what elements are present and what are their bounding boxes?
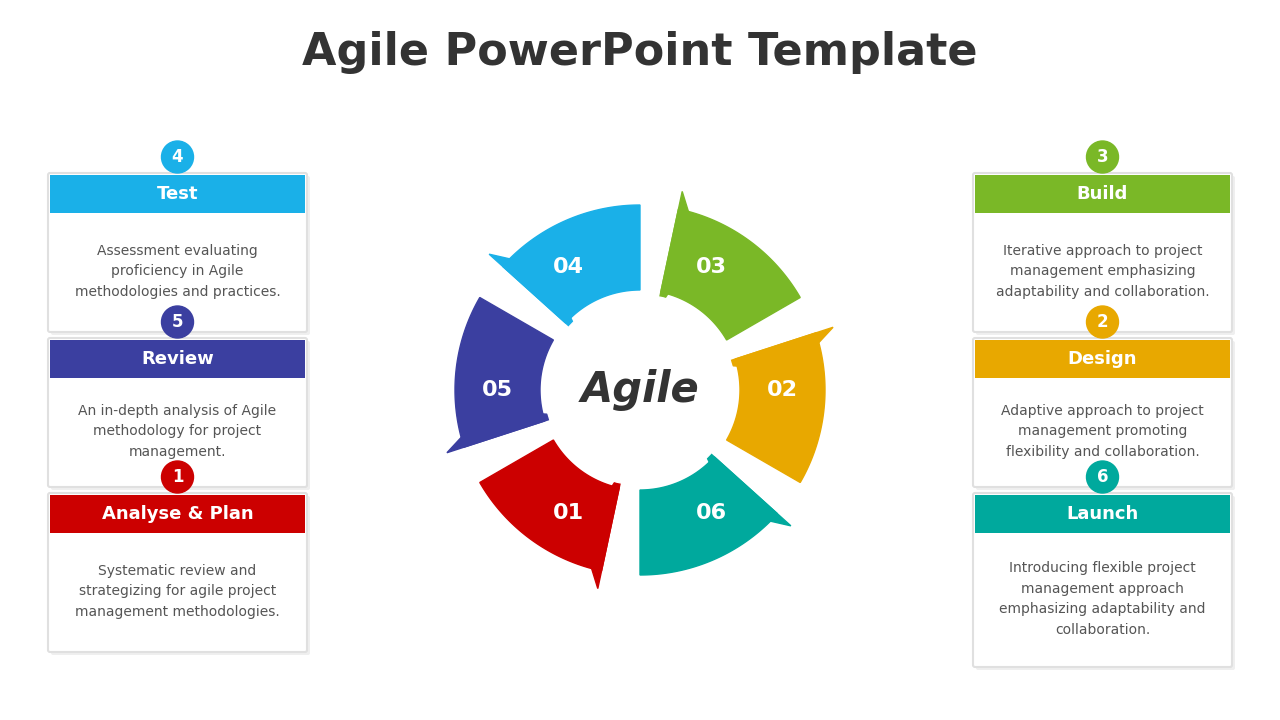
FancyBboxPatch shape (977, 496, 1235, 670)
FancyBboxPatch shape (49, 493, 307, 652)
Text: 6: 6 (1097, 468, 1108, 486)
Circle shape (1087, 141, 1119, 173)
Text: 01: 01 (553, 503, 584, 523)
Text: 5: 5 (172, 313, 183, 331)
Polygon shape (447, 410, 562, 453)
Polygon shape (640, 457, 777, 575)
Text: Adaptive approach to project
management promoting
flexibility and collaboration.: Adaptive approach to project management … (1001, 404, 1204, 459)
FancyBboxPatch shape (975, 495, 1230, 533)
FancyBboxPatch shape (50, 175, 305, 213)
FancyBboxPatch shape (973, 338, 1231, 487)
Polygon shape (503, 205, 640, 323)
Text: 04: 04 (553, 256, 584, 276)
Text: Launch: Launch (1066, 505, 1139, 523)
Text: Design: Design (1068, 350, 1137, 368)
FancyBboxPatch shape (50, 495, 305, 533)
Text: An in-depth analysis of Agile
methodology for project
management.: An in-depth analysis of Agile methodolog… (78, 404, 276, 459)
FancyBboxPatch shape (973, 173, 1231, 332)
Polygon shape (727, 333, 826, 482)
FancyBboxPatch shape (49, 173, 307, 332)
Text: 05: 05 (483, 380, 513, 400)
Text: Introducing flexible project
management approach
emphasizing adaptability and
co: Introducing flexible project management … (1000, 561, 1206, 637)
Circle shape (1087, 461, 1119, 493)
Text: Build: Build (1076, 185, 1128, 203)
FancyBboxPatch shape (50, 340, 305, 378)
Text: Iterative approach to project
management emphasizing
adaptability and collaborat: Iterative approach to project management… (996, 244, 1210, 299)
Text: Systematic review and
strategizing for agile project
management methodologies.: Systematic review and strategizing for a… (76, 564, 280, 619)
FancyBboxPatch shape (977, 341, 1235, 490)
Polygon shape (660, 209, 800, 340)
Circle shape (161, 141, 193, 173)
Text: 03: 03 (696, 256, 727, 276)
Text: 1: 1 (172, 468, 183, 486)
Polygon shape (454, 297, 553, 447)
Text: Agile: Agile (581, 369, 699, 411)
Text: Review: Review (141, 350, 214, 368)
FancyBboxPatch shape (975, 340, 1230, 378)
Text: Agile PowerPoint Template: Agile PowerPoint Template (302, 30, 978, 73)
FancyBboxPatch shape (51, 341, 310, 490)
Polygon shape (581, 470, 623, 588)
FancyBboxPatch shape (973, 493, 1231, 667)
Text: Analyse & Plan: Analyse & Plan (101, 505, 253, 523)
FancyBboxPatch shape (51, 496, 310, 655)
FancyBboxPatch shape (49, 338, 307, 487)
Circle shape (161, 306, 193, 338)
Text: 2: 2 (1097, 313, 1108, 331)
Polygon shape (657, 192, 699, 310)
FancyBboxPatch shape (975, 175, 1230, 213)
Text: 3: 3 (1097, 148, 1108, 166)
FancyBboxPatch shape (977, 176, 1235, 335)
Polygon shape (480, 440, 620, 571)
Text: Assessment evaluating
proficiency in Agile
methodologies and practices.: Assessment evaluating proficiency in Agi… (74, 244, 280, 299)
Text: 06: 06 (696, 503, 727, 523)
Circle shape (161, 461, 193, 493)
FancyBboxPatch shape (51, 176, 310, 335)
Text: 4: 4 (172, 148, 183, 166)
Text: 02: 02 (767, 380, 797, 400)
Text: Test: Test (156, 185, 198, 203)
Circle shape (1087, 306, 1119, 338)
Polygon shape (489, 254, 579, 335)
Polygon shape (701, 445, 791, 526)
Circle shape (545, 295, 735, 485)
Polygon shape (718, 328, 833, 370)
